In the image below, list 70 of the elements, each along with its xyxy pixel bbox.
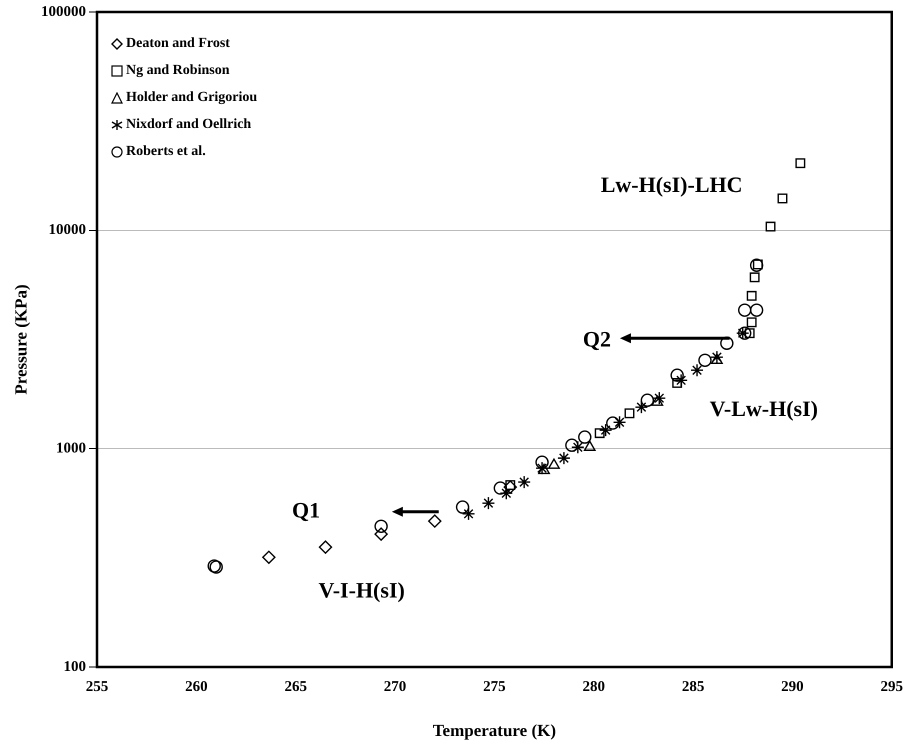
y-tick-label: 1000 <box>56 440 86 457</box>
x-tick-label: 295 <box>880 678 903 695</box>
point <box>578 430 592 444</box>
point <box>548 458 560 469</box>
point <box>744 328 755 338</box>
point <box>500 486 513 500</box>
x-tick-label: 270 <box>384 678 406 695</box>
point <box>640 394 654 407</box>
point <box>318 540 332 554</box>
point <box>517 475 531 489</box>
point <box>746 290 757 301</box>
point <box>711 354 723 364</box>
legend-label: Roberts et al. <box>126 144 206 160</box>
x-axis-title: Temperature (K) <box>432 721 556 740</box>
point <box>557 451 571 465</box>
point <box>652 391 666 405</box>
point <box>624 408 634 418</box>
point <box>584 440 596 451</box>
point <box>750 303 764 317</box>
annotation: Q2 <box>582 326 611 352</box>
point <box>766 222 776 232</box>
legend-label: Holder and Grigoriou <box>126 90 258 106</box>
x-tick-label: 290 <box>781 678 804 695</box>
x-tick-label: 255 <box>86 678 108 695</box>
point <box>710 350 724 364</box>
x-tick-label: 285 <box>682 678 704 695</box>
point <box>670 368 684 382</box>
point <box>674 374 688 388</box>
point <box>535 456 549 469</box>
y-tick-label: 100000 <box>41 4 86 20</box>
point <box>482 496 496 510</box>
annotation: V-I-H(sI) <box>318 577 405 602</box>
x-tick-label: 280 <box>582 678 605 695</box>
y-tick-label: 100 <box>64 658 86 675</box>
annotation: V-Lw-H(sI) <box>710 396 818 421</box>
point <box>462 507 476 521</box>
point <box>428 514 442 528</box>
point <box>535 461 549 475</box>
point <box>571 440 585 454</box>
point <box>262 550 276 564</box>
point <box>750 272 760 282</box>
point <box>456 500 470 514</box>
annotation: Q1 <box>292 497 320 522</box>
annotation: Lw-H(sI)-LHC <box>600 172 742 197</box>
y-tick-label: 10000 <box>48 222 86 238</box>
point <box>746 317 757 328</box>
point <box>778 193 788 204</box>
point <box>672 378 682 388</box>
point <box>565 438 579 452</box>
point <box>594 428 605 438</box>
point <box>374 520 388 533</box>
x-tick-label: 260 <box>185 678 208 695</box>
point <box>612 416 626 429</box>
y-axis-title: Pressure (KPa) <box>12 284 31 395</box>
point <box>738 303 752 317</box>
legend-label: Nixdorf and Oellrich <box>126 116 252 132</box>
point <box>698 354 712 367</box>
point <box>374 527 388 541</box>
point <box>690 364 704 377</box>
point <box>598 423 612 437</box>
point <box>494 481 508 495</box>
point <box>795 158 806 168</box>
legend-label: Ng and Robinson <box>126 62 230 78</box>
point <box>538 464 550 474</box>
point <box>634 400 648 414</box>
point <box>750 258 764 272</box>
x-tick-label: 265 <box>284 678 307 695</box>
point <box>606 416 620 430</box>
x-tick-label: 275 <box>483 678 506 695</box>
legend-label: Deaton and Frost <box>126 36 230 52</box>
